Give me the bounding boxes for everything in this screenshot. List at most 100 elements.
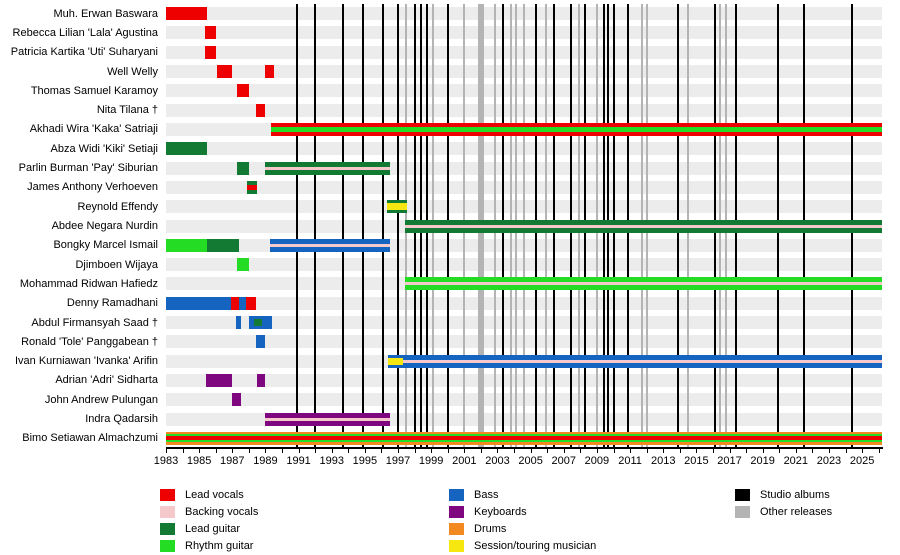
role-stripe-lead-guitar	[265, 161, 390, 167]
role-stripe-bass	[262, 316, 273, 330]
legend-item: Lead guitar	[160, 520, 258, 537]
member-bar-segment	[265, 412, 390, 426]
member-label: Ronald 'Tole' Panggabean †	[21, 335, 158, 348]
member-label: Bongky Marcel Ismail	[53, 239, 158, 252]
x-axis-tick	[480, 449, 482, 453]
x-axis-tick-label: 2003	[485, 455, 510, 467]
x-axis-tick-label: 2005	[518, 455, 543, 467]
x-axis-tick-label: 1989	[253, 455, 278, 467]
role-stripe-rhythm-guitar	[166, 440, 882, 443]
member-bar-segment	[257, 373, 266, 387]
role-stripe-bass	[248, 316, 254, 330]
role-stripe-bass	[403, 354, 882, 360]
x-axis-tick	[398, 449, 400, 453]
member-label: Muh. Erwan Baswara	[53, 7, 158, 20]
member-label: Abza Widi 'Kiki' Setiaji	[50, 142, 158, 155]
legend-item: Keyboards	[449, 503, 596, 520]
member-bar-segment	[265, 161, 390, 175]
x-axis-tick	[696, 449, 698, 453]
legend-swatch-lead-guitar	[160, 522, 175, 535]
member-label: Nita Tilana †	[96, 104, 158, 117]
legend-swatch-drums	[449, 522, 464, 535]
x-axis-tick	[381, 449, 383, 453]
album-line-studio-album	[295, 4, 298, 448]
role-stripe-session	[387, 203, 408, 211]
legend-label: Other releases	[760, 505, 833, 518]
legend-item: Session/touring musician	[449, 537, 596, 554]
role-stripe-bass	[270, 238, 390, 244]
x-axis-tick	[596, 449, 598, 453]
x-axis-tick	[779, 449, 781, 453]
x-axis-tick	[646, 449, 648, 453]
member-label: Rebecca Lilian 'Lala' Agustina	[12, 26, 158, 39]
x-axis-tick	[828, 449, 830, 453]
x-axis-tick	[663, 449, 665, 453]
member-bar-segment	[230, 296, 239, 310]
x-axis-tick	[563, 449, 565, 453]
role-stripe-lead-vocals	[204, 45, 216, 59]
member-label: Mohammad Ridwan Hafiedz	[19, 277, 158, 290]
legend-swatch-backing-vocals	[160, 505, 175, 518]
role-stripe-backing-vocals	[404, 282, 882, 286]
legend-label: Drums	[474, 522, 507, 535]
x-axis-tick	[878, 449, 880, 453]
role-stripe-backing-vocals	[265, 417, 390, 421]
member-bar-segment	[403, 354, 882, 368]
x-axis-tick	[613, 449, 615, 453]
member-label: Parlin Burman 'Pay' Siburian	[18, 162, 158, 175]
album-line-studio-album	[342, 4, 345, 448]
member-bar-segment	[387, 200, 408, 214]
member-bar-segment	[237, 258, 249, 272]
role-stripe-lead-vocals	[166, 436, 882, 441]
member-bars-layer	[166, 4, 882, 448]
legend-label: Studio albums	[760, 488, 830, 501]
role-stripe-lead-vocals	[217, 65, 233, 79]
x-axis-tick	[630, 449, 632, 453]
x-axis-tick	[265, 449, 267, 453]
member-bar-segment	[271, 122, 882, 136]
member-bar-segment	[404, 277, 882, 291]
role-stripe-lead-vocals	[204, 26, 216, 40]
legend-item: Backing vocals	[160, 503, 258, 520]
member-bar-segment	[232, 393, 241, 407]
role-stripe-lead-vocals	[255, 103, 266, 117]
role-stripe-backing-vocals	[403, 359, 882, 363]
x-axis-tick	[282, 449, 284, 453]
x-axis-tick	[248, 449, 250, 453]
member-label: Indra Qadarsih	[85, 413, 158, 426]
legend-column-1: Lead vocals Backing vocals Lead guitar Rhyt…	[160, 486, 258, 554]
x-axis-tick-label: 2023	[816, 455, 842, 467]
member-bar-segment	[204, 26, 216, 40]
role-stripe-lead-vocals	[271, 122, 882, 127]
legend-label: Keyboards	[474, 505, 527, 518]
member-bar-segment	[255, 103, 266, 117]
x-axis-tick-label: 1983	[153, 455, 179, 467]
role-stripe-lead-guitar	[387, 200, 408, 204]
member-bar-segment	[388, 354, 403, 368]
x-axis-tick	[712, 449, 714, 453]
role-stripe-bass	[253, 326, 263, 330]
x-axis-tick	[795, 449, 797, 453]
member-label: Abdee Negara Nurdin	[51, 219, 158, 232]
legend-label: Rhythm guitar	[185, 539, 254, 552]
role-stripe-lead-vocals	[265, 65, 274, 79]
x-axis-tick	[464, 449, 466, 453]
role-stripe-lead-vocals	[166, 7, 208, 21]
x-axis-tick	[530, 449, 532, 453]
role-stripe-lead-guitar	[253, 319, 263, 327]
x-axis-tick	[431, 449, 433, 453]
member-bar-segment	[166, 7, 208, 21]
x-axis-tick-label: 2015	[684, 455, 709, 467]
member-bar-segment	[237, 161, 249, 175]
plot-area	[166, 4, 882, 448]
role-stripe-keyboards	[205, 373, 233, 387]
role-stripe-lead-vocals	[247, 184, 258, 190]
member-bar-segment	[166, 238, 208, 252]
role-stripe-bass	[166, 296, 231, 310]
legend-item: Studio albums	[735, 486, 832, 503]
x-axis-tick	[845, 449, 847, 453]
role-stripe-lead-vocals	[245, 296, 257, 310]
role-stripe-lead-guitar	[404, 219, 882, 225]
legend-swatch-lead-vocals	[160, 488, 175, 501]
role-stripe-lead-guitar	[207, 238, 239, 252]
